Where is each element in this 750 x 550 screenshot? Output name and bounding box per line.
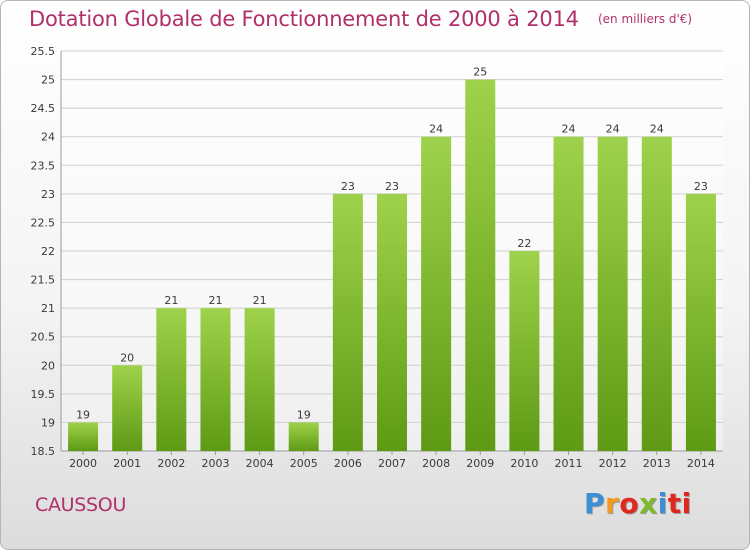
chart-title-row: Dotation Globale de Fonctionnement de 20… (29, 7, 692, 31)
bar (332, 193, 363, 451)
bar (156, 308, 187, 451)
bar-value-label: 19 (76, 408, 90, 421)
x-tick-label: 2007 (378, 457, 406, 470)
x-tick-label: 2002 (157, 457, 185, 470)
bar-value-label: 25 (473, 66, 487, 79)
chart-title: Dotation Globale de Fonctionnement de 20… (29, 7, 579, 31)
logo-letter: i (657, 487, 668, 520)
x-tick-label: 2001 (113, 457, 141, 470)
bar-value-label: 21 (208, 294, 222, 307)
y-tick-label: 22 (41, 245, 55, 258)
y-tick-label: 24.5 (31, 102, 56, 115)
x-tick-label: 2008 (422, 457, 450, 470)
y-tick-label: 23.5 (31, 159, 56, 172)
bar-value-label: 23 (341, 180, 355, 193)
x-tick-label: 2010 (510, 457, 538, 470)
chart-unit: (en milliers d'€) (597, 12, 693, 26)
y-tick-label: 22.5 (31, 216, 56, 229)
logo-letter: ti (667, 487, 692, 520)
logo-letter: P (584, 487, 606, 520)
bar (68, 422, 99, 451)
bar-value-label: 20 (120, 351, 134, 364)
bar (112, 365, 143, 451)
y-tick-label: 24 (41, 131, 55, 144)
bar (200, 308, 231, 451)
y-tick-label: 18.5 (31, 445, 56, 458)
bar-value-label: 23 (694, 180, 708, 193)
y-tick-label: 21.5 (31, 274, 56, 287)
bar-value-label: 22 (517, 237, 531, 250)
bar-value-label: 21 (253, 294, 267, 307)
x-tick-label: 2003 (201, 457, 229, 470)
y-tick-label: 20.5 (31, 331, 56, 344)
x-tick-label: 2009 (466, 457, 494, 470)
bar (685, 193, 716, 451)
x-tick-label: 2014 (687, 457, 715, 470)
x-tick-label: 2013 (643, 457, 671, 470)
logo-letter: o (619, 487, 640, 520)
logo-letter: x (639, 487, 658, 520)
bar-value-label: 21 (164, 294, 178, 307)
bar-value-label: 24 (650, 123, 664, 136)
y-tick-label: 25.5 (31, 45, 56, 58)
bar (421, 136, 452, 451)
bar (244, 308, 275, 451)
logo-letter: r (605, 487, 620, 520)
x-tick-label: 2000 (69, 457, 97, 470)
bar-value-label: 24 (606, 123, 620, 136)
y-tick-label: 19 (41, 416, 55, 429)
bar-value-label: 23 (385, 180, 399, 193)
location-name: CAUSSOU (35, 494, 127, 516)
bar (465, 79, 496, 452)
y-tick-label: 21 (41, 302, 55, 315)
x-tick-label: 2006 (334, 457, 362, 470)
bar (509, 251, 540, 451)
bar (597, 136, 628, 451)
x-tick-label: 2011 (555, 457, 583, 470)
y-tick-label: 23 (41, 188, 55, 201)
y-tick-label: 25 (41, 74, 55, 87)
bar-value-label: 24 (429, 123, 443, 136)
y-tick-label: 19.5 (31, 388, 56, 401)
bar (553, 136, 584, 451)
proxiti-logo: Proxiti (584, 487, 692, 520)
bar (288, 422, 319, 451)
bar-value-label: 19 (297, 408, 311, 421)
bar (641, 136, 672, 451)
x-tick-label: 2004 (246, 457, 274, 470)
x-tick-label: 2012 (599, 457, 627, 470)
y-tick-label: 20 (41, 359, 55, 372)
bar (376, 193, 408, 451)
x-tick-label: 2005 (290, 457, 318, 470)
bar-value-label: 24 (562, 123, 576, 136)
